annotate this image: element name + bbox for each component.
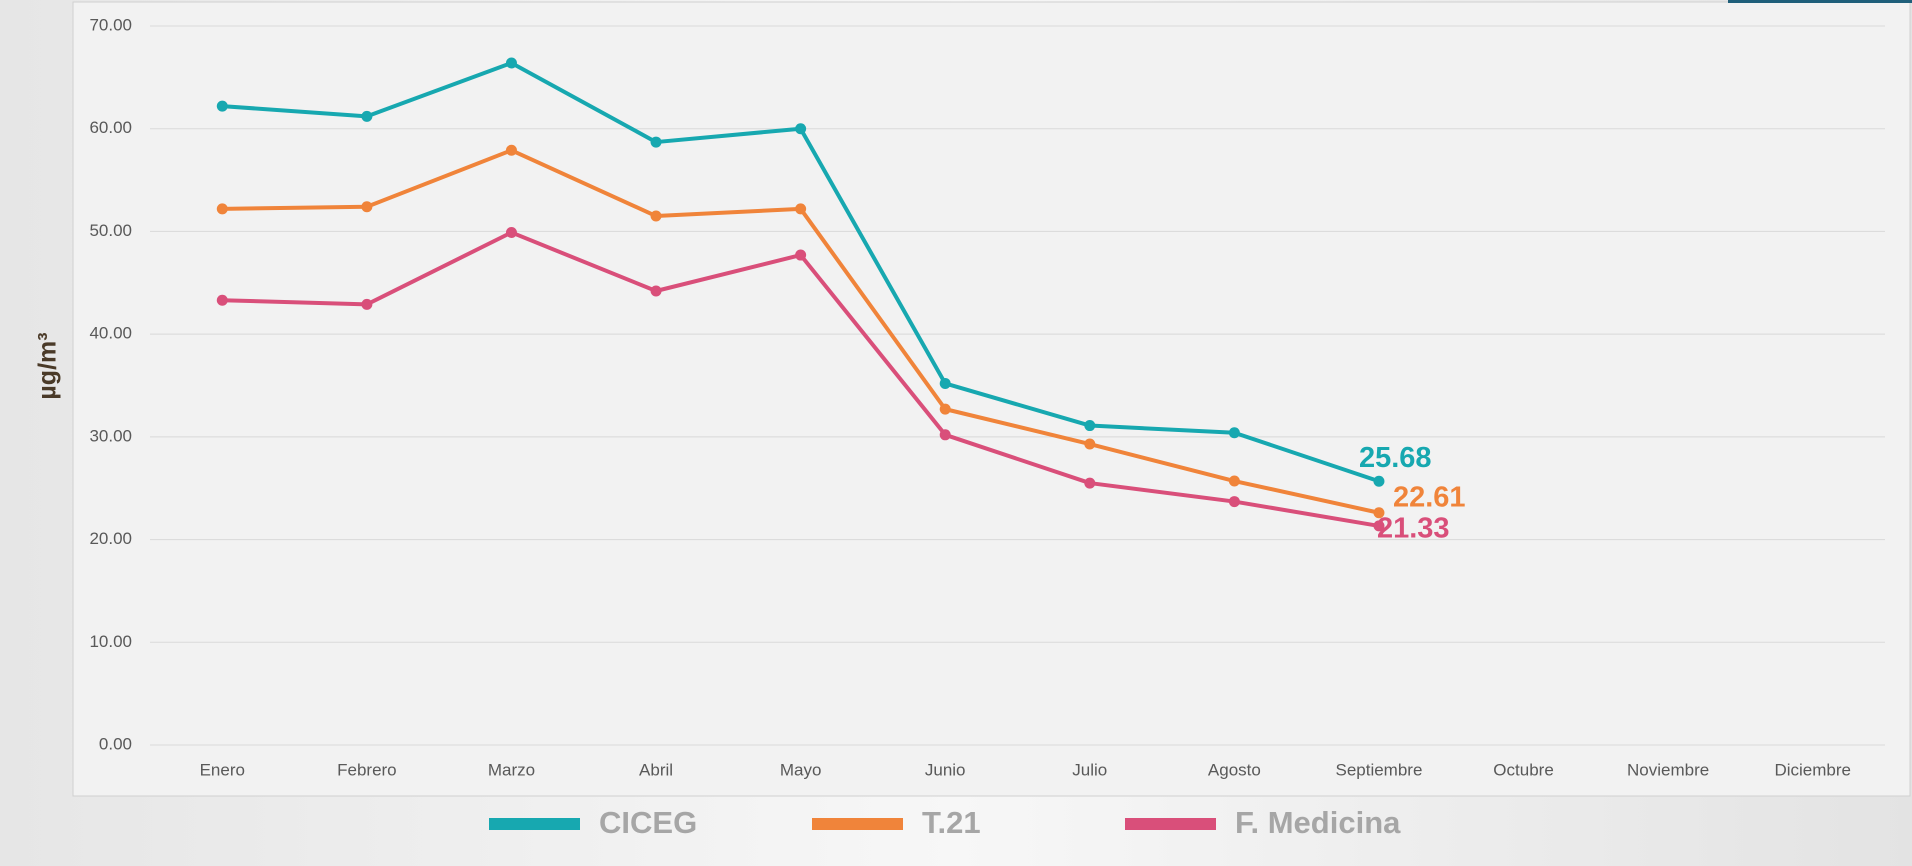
data-point bbox=[650, 285, 662, 297]
data-point bbox=[505, 144, 517, 156]
legend-swatch bbox=[1125, 818, 1216, 830]
y-tick-label: 50.00 bbox=[89, 221, 132, 240]
value-label: 21.33 bbox=[1377, 513, 1450, 545]
data-point bbox=[1373, 507, 1385, 519]
y-axis-label: µg/m³ bbox=[34, 332, 62, 399]
value-label: 22.61 bbox=[1393, 481, 1466, 513]
data-point bbox=[505, 226, 517, 238]
data-point bbox=[650, 210, 662, 222]
data-point bbox=[939, 429, 951, 441]
y-tick-label: 30.00 bbox=[89, 426, 132, 445]
y-tick-label: 70.00 bbox=[89, 15, 132, 34]
data-point bbox=[216, 100, 228, 112]
data-point bbox=[650, 136, 662, 148]
x-tick-label: Noviembre bbox=[1627, 760, 1709, 779]
value-label: 25.68 bbox=[1359, 442, 1432, 474]
data-point bbox=[795, 203, 807, 215]
data-point bbox=[505, 57, 517, 69]
data-point bbox=[1228, 427, 1240, 439]
legend-label: T.21 bbox=[922, 805, 981, 840]
data-point bbox=[1084, 477, 1096, 489]
x-tick-label: Diciembre bbox=[1774, 760, 1851, 779]
data-point bbox=[216, 203, 228, 215]
x-tick-label: Junio bbox=[925, 760, 966, 779]
legend-label: CICEG bbox=[599, 805, 697, 840]
x-tick-label: Agosto bbox=[1208, 760, 1261, 779]
legend-swatch bbox=[489, 818, 580, 830]
x-tick-label: Mayo bbox=[780, 760, 822, 779]
x-tick-label: Septiembre bbox=[1335, 760, 1422, 779]
data-point bbox=[1373, 520, 1385, 532]
data-point bbox=[1228, 496, 1240, 508]
y-tick-label: 10.00 bbox=[89, 632, 132, 651]
data-point bbox=[1084, 420, 1096, 432]
corner-accent bbox=[1728, 0, 1912, 3]
data-point bbox=[1373, 475, 1385, 487]
data-point bbox=[939, 403, 951, 415]
data-point bbox=[1228, 475, 1240, 487]
x-tick-label: Enero bbox=[200, 760, 245, 779]
data-point bbox=[795, 123, 807, 135]
legend-label: F. Medicina bbox=[1235, 805, 1401, 840]
y-tick-label: 60.00 bbox=[89, 118, 132, 137]
data-point bbox=[361, 110, 373, 122]
data-point bbox=[1084, 438, 1096, 450]
data-point bbox=[939, 377, 951, 389]
legend-swatch bbox=[812, 818, 903, 830]
data-point bbox=[361, 201, 373, 213]
x-tick-label: Marzo bbox=[488, 760, 535, 779]
data-point bbox=[216, 294, 228, 306]
y-tick-label: 0.00 bbox=[99, 734, 132, 753]
data-point bbox=[361, 298, 373, 310]
x-tick-label: Julio bbox=[1072, 760, 1107, 779]
data-point bbox=[795, 249, 807, 261]
x-tick-label: Febrero bbox=[337, 760, 397, 779]
y-tick-label: 40.00 bbox=[89, 324, 132, 343]
x-tick-label: Abril bbox=[639, 760, 673, 779]
x-tick-label: Octubre bbox=[1493, 760, 1553, 779]
y-tick-label: 20.00 bbox=[89, 529, 132, 548]
